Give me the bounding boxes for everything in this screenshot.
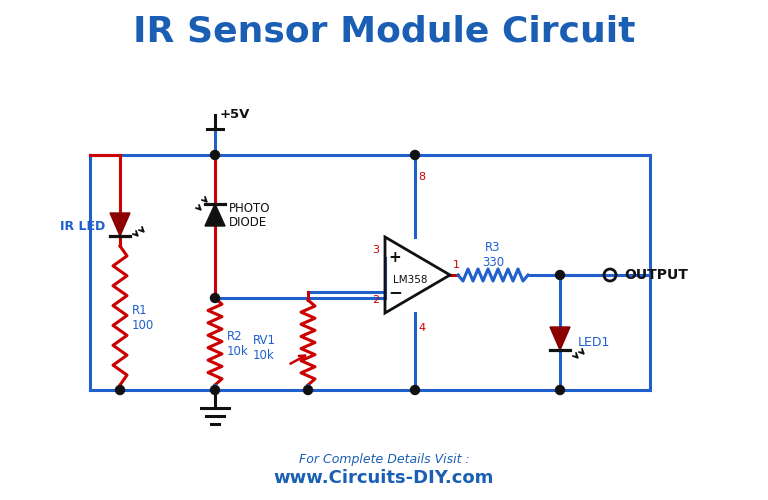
Circle shape [303, 386, 313, 394]
Text: −: − [388, 283, 402, 301]
Polygon shape [205, 204, 225, 226]
Text: 1: 1 [453, 260, 460, 270]
Circle shape [210, 294, 220, 302]
Circle shape [210, 386, 220, 394]
Circle shape [411, 386, 419, 394]
Text: PHOTO: PHOTO [229, 202, 270, 214]
Text: DIODE: DIODE [229, 216, 267, 228]
Text: 4: 4 [418, 323, 425, 333]
Text: +5V: +5V [220, 108, 250, 122]
Polygon shape [550, 327, 570, 350]
Text: LED1: LED1 [578, 336, 611, 348]
Circle shape [555, 270, 564, 280]
Circle shape [115, 386, 124, 394]
Text: RV1
10k: RV1 10k [253, 334, 276, 362]
Text: IR Sensor Module Circuit: IR Sensor Module Circuit [133, 15, 635, 49]
Text: +: + [389, 250, 402, 266]
Text: OUTPUT: OUTPUT [624, 268, 688, 282]
Text: IR LED: IR LED [60, 220, 105, 232]
Text: R2
10k: R2 10k [227, 330, 249, 358]
Text: LM358: LM358 [392, 275, 427, 285]
Text: www.Circuits-DIY.com: www.Circuits-DIY.com [274, 469, 494, 487]
Circle shape [210, 150, 220, 160]
Text: R1
100: R1 100 [132, 304, 154, 332]
Text: 2: 2 [372, 295, 379, 305]
Circle shape [411, 150, 419, 160]
Circle shape [555, 386, 564, 394]
Text: 3: 3 [372, 245, 379, 255]
Text: 8: 8 [418, 172, 425, 182]
Text: For Complete Details Visit :: For Complete Details Visit : [299, 454, 469, 466]
Polygon shape [110, 213, 130, 236]
Text: R3
330: R3 330 [482, 241, 504, 269]
